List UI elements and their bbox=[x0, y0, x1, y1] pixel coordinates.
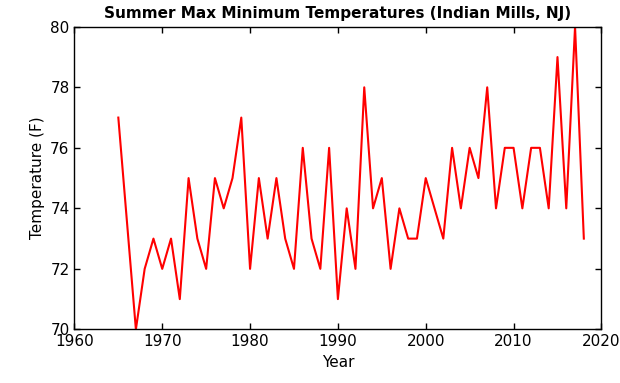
Title: Summer Max Minimum Temperatures (Indian Mills, NJ): Summer Max Minimum Temperatures (Indian … bbox=[104, 7, 572, 21]
X-axis label: Year: Year bbox=[322, 355, 354, 370]
Y-axis label: Temperature (F): Temperature (F) bbox=[30, 117, 45, 239]
